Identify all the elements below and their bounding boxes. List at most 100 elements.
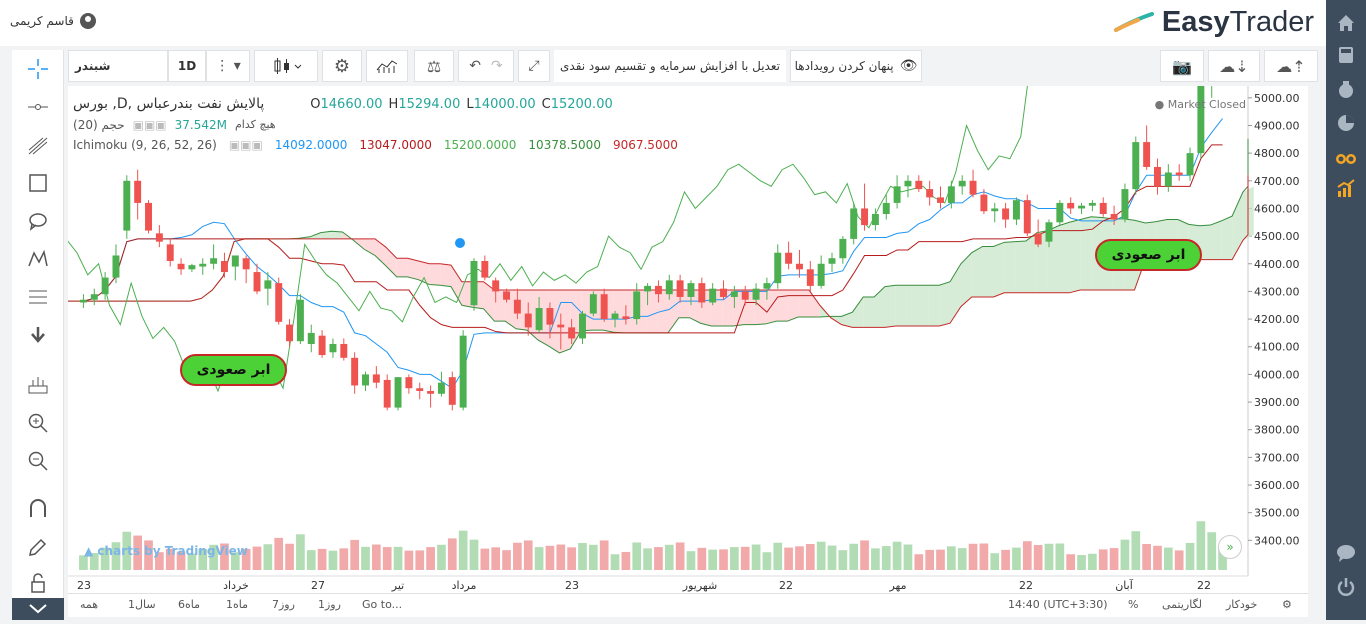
- binoculars-icon[interactable]: [1335, 146, 1357, 168]
- interval-button[interactable]: 1D: [168, 50, 206, 82]
- candle-body: [1078, 205, 1086, 209]
- lock-drawings-tool[interactable]: [25, 534, 51, 560]
- arrow-down-tool[interactable]: [25, 322, 51, 348]
- volume-bar: [675, 542, 685, 570]
- volume-bar: [871, 548, 880, 570]
- indicators-button[interactable]: [366, 50, 408, 82]
- ichimoku-settings-icon[interactable]: ▣▣▣: [228, 138, 263, 152]
- volume-bar: [79, 555, 88, 570]
- volume-bar: [1174, 550, 1184, 570]
- candle-body: [1197, 70, 1205, 154]
- volume-bar: [860, 540, 869, 570]
- candle-body: [513, 299, 521, 314]
- zoom-in-tool[interactable]: [25, 410, 51, 436]
- candle-body: [231, 255, 239, 267]
- camera-icon: 📷: [1172, 56, 1192, 76]
- range-1d[interactable]: 1روز: [318, 598, 341, 611]
- candle-body: [1132, 142, 1140, 190]
- chat-icon[interactable]: [1335, 542, 1357, 564]
- volume-bar: [447, 538, 457, 570]
- log-toggle[interactable]: لگاریتمی: [1162, 598, 1202, 611]
- fib-tool[interactable]: [25, 284, 51, 310]
- candle-body: [492, 280, 500, 292]
- top-bar: قاسم کریمی EasyTrader: [0, 0, 1326, 46]
- redo-icon[interactable]: ↷: [491, 58, 503, 74]
- volume-bar: [285, 543, 294, 570]
- zoom-out-tool[interactable]: [25, 448, 51, 474]
- candle-body: [839, 238, 847, 259]
- price-chart[interactable]: 5000.00 4900.00 4800.00 4700.00 4600.00 4500.…: [0, 31, 1308, 596]
- eye-icon[interactable]: ▣▣▣: [132, 118, 167, 132]
- volume-bar: [263, 544, 273, 570]
- chart-bars-icon[interactable]: [1335, 178, 1357, 200]
- range-all[interactable]: همه: [80, 598, 99, 611]
- user-menu[interactable]: قاسم کریمی: [10, 13, 96, 29]
- volume-bar: [144, 540, 153, 570]
- logo-swoosh-icon: [1113, 11, 1154, 32]
- tradingview-watermark[interactable]: ▲ charts by TradingView: [84, 544, 248, 558]
- money-bag-icon[interactable]: [1335, 78, 1357, 100]
- calculator-icon[interactable]: [1335, 44, 1357, 66]
- candle-body: [448, 377, 456, 405]
- settings-icon[interactable]: ⚙: [1282, 598, 1292, 611]
- percent-toggle[interactable]: %: [1128, 598, 1139, 611]
- volume-bar: [187, 553, 197, 570]
- range-7d[interactable]: 7روز: [272, 598, 295, 611]
- volume-bar: [350, 539, 359, 570]
- chart-type-button[interactable]: [254, 50, 318, 82]
- range-1m[interactable]: 1ماه: [226, 598, 249, 611]
- bullish-cloud-bubble-right[interactable]: ابر صعودی: [1095, 239, 1202, 271]
- legend-o: 14660.00: [320, 96, 383, 112]
- collapse-toolbar-button[interactable]: [12, 598, 64, 620]
- rectangle-tool[interactable]: [25, 170, 51, 196]
- drawing-toolbar: [12, 50, 64, 620]
- hide-events-button[interactable]: پنهان کردن رویدادها 👁: [790, 50, 922, 82]
- power-icon[interactable]: [1335, 576, 1357, 598]
- magnet-tool[interactable]: [25, 496, 51, 522]
- volume-bar: [664, 544, 674, 570]
- line-tool[interactable]: [25, 94, 51, 120]
- adjust-label[interactable]: تعدیل با افزایش سرمایه و تقسیم سود نقدی: [554, 50, 786, 82]
- home-icon[interactable]: [1335, 12, 1357, 34]
- candle-body: [101, 277, 109, 295]
- cloud-download-button[interactable]: ☁⇣: [1208, 50, 1260, 82]
- time-zone[interactable]: 14:40 (UTC+3:30): [1008, 598, 1108, 611]
- chart-area[interactable]: 5000.00 4900.00 4800.00 4700.00 4600.00 4500.…: [0, 31, 1308, 596]
- snapshot-button[interactable]: 📷: [1160, 50, 1204, 82]
- pie-icon[interactable]: [1335, 112, 1357, 134]
- candle-body: [470, 261, 478, 306]
- legend-l-label: L: [466, 96, 474, 112]
- fullscreen-button[interactable]: ⤢: [518, 50, 550, 82]
- volume-bar: [458, 530, 468, 570]
- volume-bar: [805, 544, 815, 570]
- comment-tool[interactable]: [25, 208, 51, 234]
- auto-toggle[interactable]: خودکار: [1226, 598, 1258, 611]
- bullish-cloud-bubble-left[interactable]: ابر صعودی: [180, 354, 287, 386]
- more-button[interactable]: ⋮ ▾: [206, 50, 250, 82]
- range-1y[interactable]: 1سال: [128, 598, 156, 611]
- candle-body: [79, 299, 87, 303]
- candle-body: [188, 265, 196, 270]
- compare-button[interactable]: ⚖: [414, 50, 454, 82]
- settings-button[interactable]: ⚙: [322, 50, 362, 82]
- cloud-segment: [906, 285, 918, 326]
- ichimoku-kijun: 13047.0000: [359, 138, 432, 152]
- symbol-input[interactable]: شبندر: [68, 50, 168, 82]
- candle-body: [394, 377, 402, 408]
- lock-tool[interactable]: [25, 570, 51, 596]
- cloud-upload-button[interactable]: ☁⇡: [1264, 50, 1318, 82]
- indicators-icon: [376, 60, 398, 73]
- volume-bar: [502, 550, 511, 570]
- pitchfork-tool[interactable]: [25, 132, 51, 158]
- volume-bar: [1012, 547, 1021, 570]
- cloud-segment: [939, 281, 951, 326]
- undo-icon[interactable]: ↶: [469, 58, 481, 74]
- goto-button[interactable]: Go to...: [362, 598, 403, 611]
- pattern-tool[interactable]: [25, 246, 51, 272]
- measure-tool[interactable]: [25, 372, 51, 398]
- range-6m[interactable]: 6ماه: [178, 598, 201, 611]
- scroll-to-end-button[interactable]: »: [1218, 535, 1242, 559]
- candle-body: [351, 357, 359, 386]
- logo: EasyTrader: [1113, 6, 1314, 39]
- crosshair-tool[interactable]: [25, 56, 51, 82]
